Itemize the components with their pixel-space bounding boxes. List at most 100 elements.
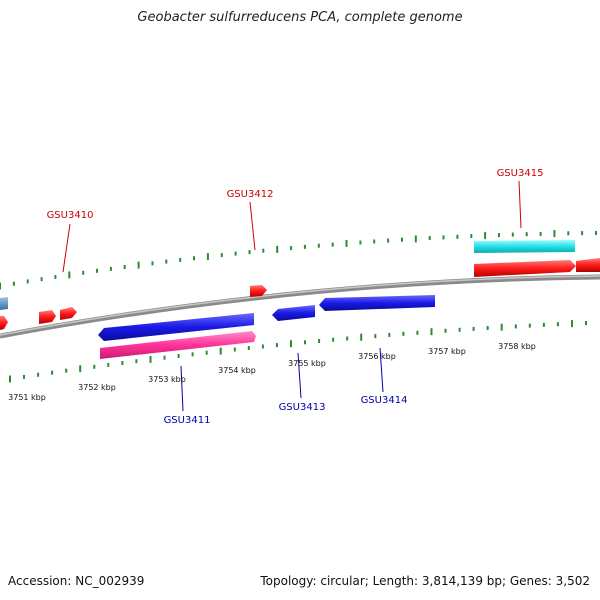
minor-tick	[51, 370, 54, 375]
gene-label-gsu3415[interactable]: GSU3415	[497, 168, 544, 179]
minor-tick	[40, 277, 43, 282]
minor-tick	[65, 368, 68, 373]
major-tick	[219, 347, 222, 355]
gene-arrow[interactable]	[474, 260, 576, 277]
major-tick	[290, 340, 292, 348]
minor-tick	[177, 354, 180, 358]
minor-tick	[542, 322, 545, 327]
minor-tick	[528, 323, 531, 328]
scale-labels: 3751 kbp 3752 kbp 3753 kbp 3754 kbp 3755…	[8, 342, 536, 402]
gene-arrow[interactable]	[39, 310, 56, 324]
scale-label: 3754 kbp	[218, 366, 256, 375]
minor-tick	[595, 231, 597, 235]
minor-tick	[388, 332, 391, 337]
major-tick	[414, 235, 417, 243]
gene-label-gsu3412[interactable]: GSU3412	[227, 189, 274, 200]
minor-tick	[37, 372, 40, 377]
gene-arrow[interactable]	[576, 258, 600, 272]
gene-arrow[interactable]	[474, 240, 575, 253]
gene-arrow[interactable]	[100, 331, 256, 359]
major-tick	[360, 333, 363, 341]
minor-tick	[442, 235, 445, 240]
minor-tick	[318, 339, 321, 343]
minor-tick	[205, 350, 208, 355]
scale-label: 3756 kbp	[358, 352, 396, 361]
major-tick	[206, 253, 209, 261]
minor-tick	[261, 344, 264, 349]
gene-arrow[interactable]	[0, 297, 8, 310]
gene-label-gsu3410[interactable]: GSU3410	[47, 210, 94, 221]
gene-arrows-bottom	[98, 295, 435, 359]
scale-label: 3755 kbp	[288, 359, 326, 368]
minor-tick	[486, 326, 489, 330]
gene-arrow[interactable]	[0, 316, 8, 330]
minor-tick	[234, 251, 237, 256]
minor-tick	[290, 246, 293, 251]
minor-tick	[373, 239, 376, 244]
minor-tick	[514, 324, 517, 329]
minor-tick	[317, 243, 320, 248]
topology-text: Topology: circular; Length: 3,814,139 bp…	[260, 574, 590, 588]
minor-tick	[26, 279, 29, 284]
gene-arrow[interactable]	[98, 313, 254, 341]
minor-tick	[525, 232, 528, 237]
minor-tick	[585, 321, 587, 325]
gene-label-gsu3414[interactable]: GSU3414	[361, 395, 408, 406]
bottom-scale-ticks	[9, 320, 587, 383]
minor-tick	[93, 364, 96, 369]
minor-tick	[151, 261, 154, 266]
minor-tick	[96, 268, 98, 273]
minor-tick	[581, 231, 584, 236]
gene-arrows-top	[0, 240, 600, 330]
minor-tick	[428, 236, 431, 241]
gene-arrow[interactable]	[250, 285, 267, 297]
minor-tick	[539, 231, 542, 236]
gene-labels: GSU3410 GSU3411 GSU3412 GSU3413 GSU3414 …	[47, 168, 544, 426]
minor-tick	[498, 233, 500, 238]
major-tick	[553, 230, 556, 238]
major-tick	[68, 271, 71, 279]
scale-label: 3752 kbp	[78, 383, 116, 392]
minor-tick	[123, 265, 126, 269]
minor-tick	[346, 336, 349, 341]
minor-tick	[165, 259, 168, 264]
minor-tick	[220, 253, 223, 258]
minor-tick	[262, 248, 265, 253]
minor-tick	[332, 337, 335, 342]
genome-backbone	[0, 274, 600, 339]
top-scale-ticks	[0, 230, 597, 290]
genome-title: Geobacter sulfurreducens PCA, complete g…	[137, 10, 463, 25]
major-tick	[9, 375, 11, 383]
minor-tick	[374, 334, 377, 339]
gene-arrow[interactable]	[319, 295, 435, 311]
gene-arrow[interactable]	[60, 307, 77, 320]
minor-tick	[12, 281, 15, 286]
genome-backbone-highlight	[0, 275, 600, 336]
minor-tick	[248, 250, 251, 255]
major-tick	[276, 245, 279, 253]
minor-tick	[304, 340, 306, 345]
major-tick	[149, 355, 152, 363]
minor-tick	[359, 240, 362, 245]
gene-label-gsu3411[interactable]: GSU3411	[164, 415, 211, 426]
minor-tick	[121, 361, 124, 365]
minor-tick	[387, 238, 390, 243]
minor-tick	[470, 234, 473, 239]
minor-tick	[193, 256, 195, 261]
accession-text: Accession: NC_002939	[8, 574, 145, 588]
scale-label: 3751 kbp	[8, 393, 46, 402]
minor-tick	[458, 327, 461, 332]
major-tick	[571, 320, 573, 328]
minor-tick	[331, 242, 334, 247]
major-tick	[500, 323, 503, 331]
minor-tick	[233, 347, 236, 352]
minor-tick	[54, 275, 57, 279]
minor-tick	[23, 374, 25, 379]
minor-tick	[456, 234, 459, 239]
minor-tick	[163, 355, 166, 360]
minor-tick	[82, 270, 85, 275]
gene-arrow[interactable]	[272, 305, 315, 321]
gene-label-gsu3413[interactable]: GSU3413	[279, 402, 326, 413]
